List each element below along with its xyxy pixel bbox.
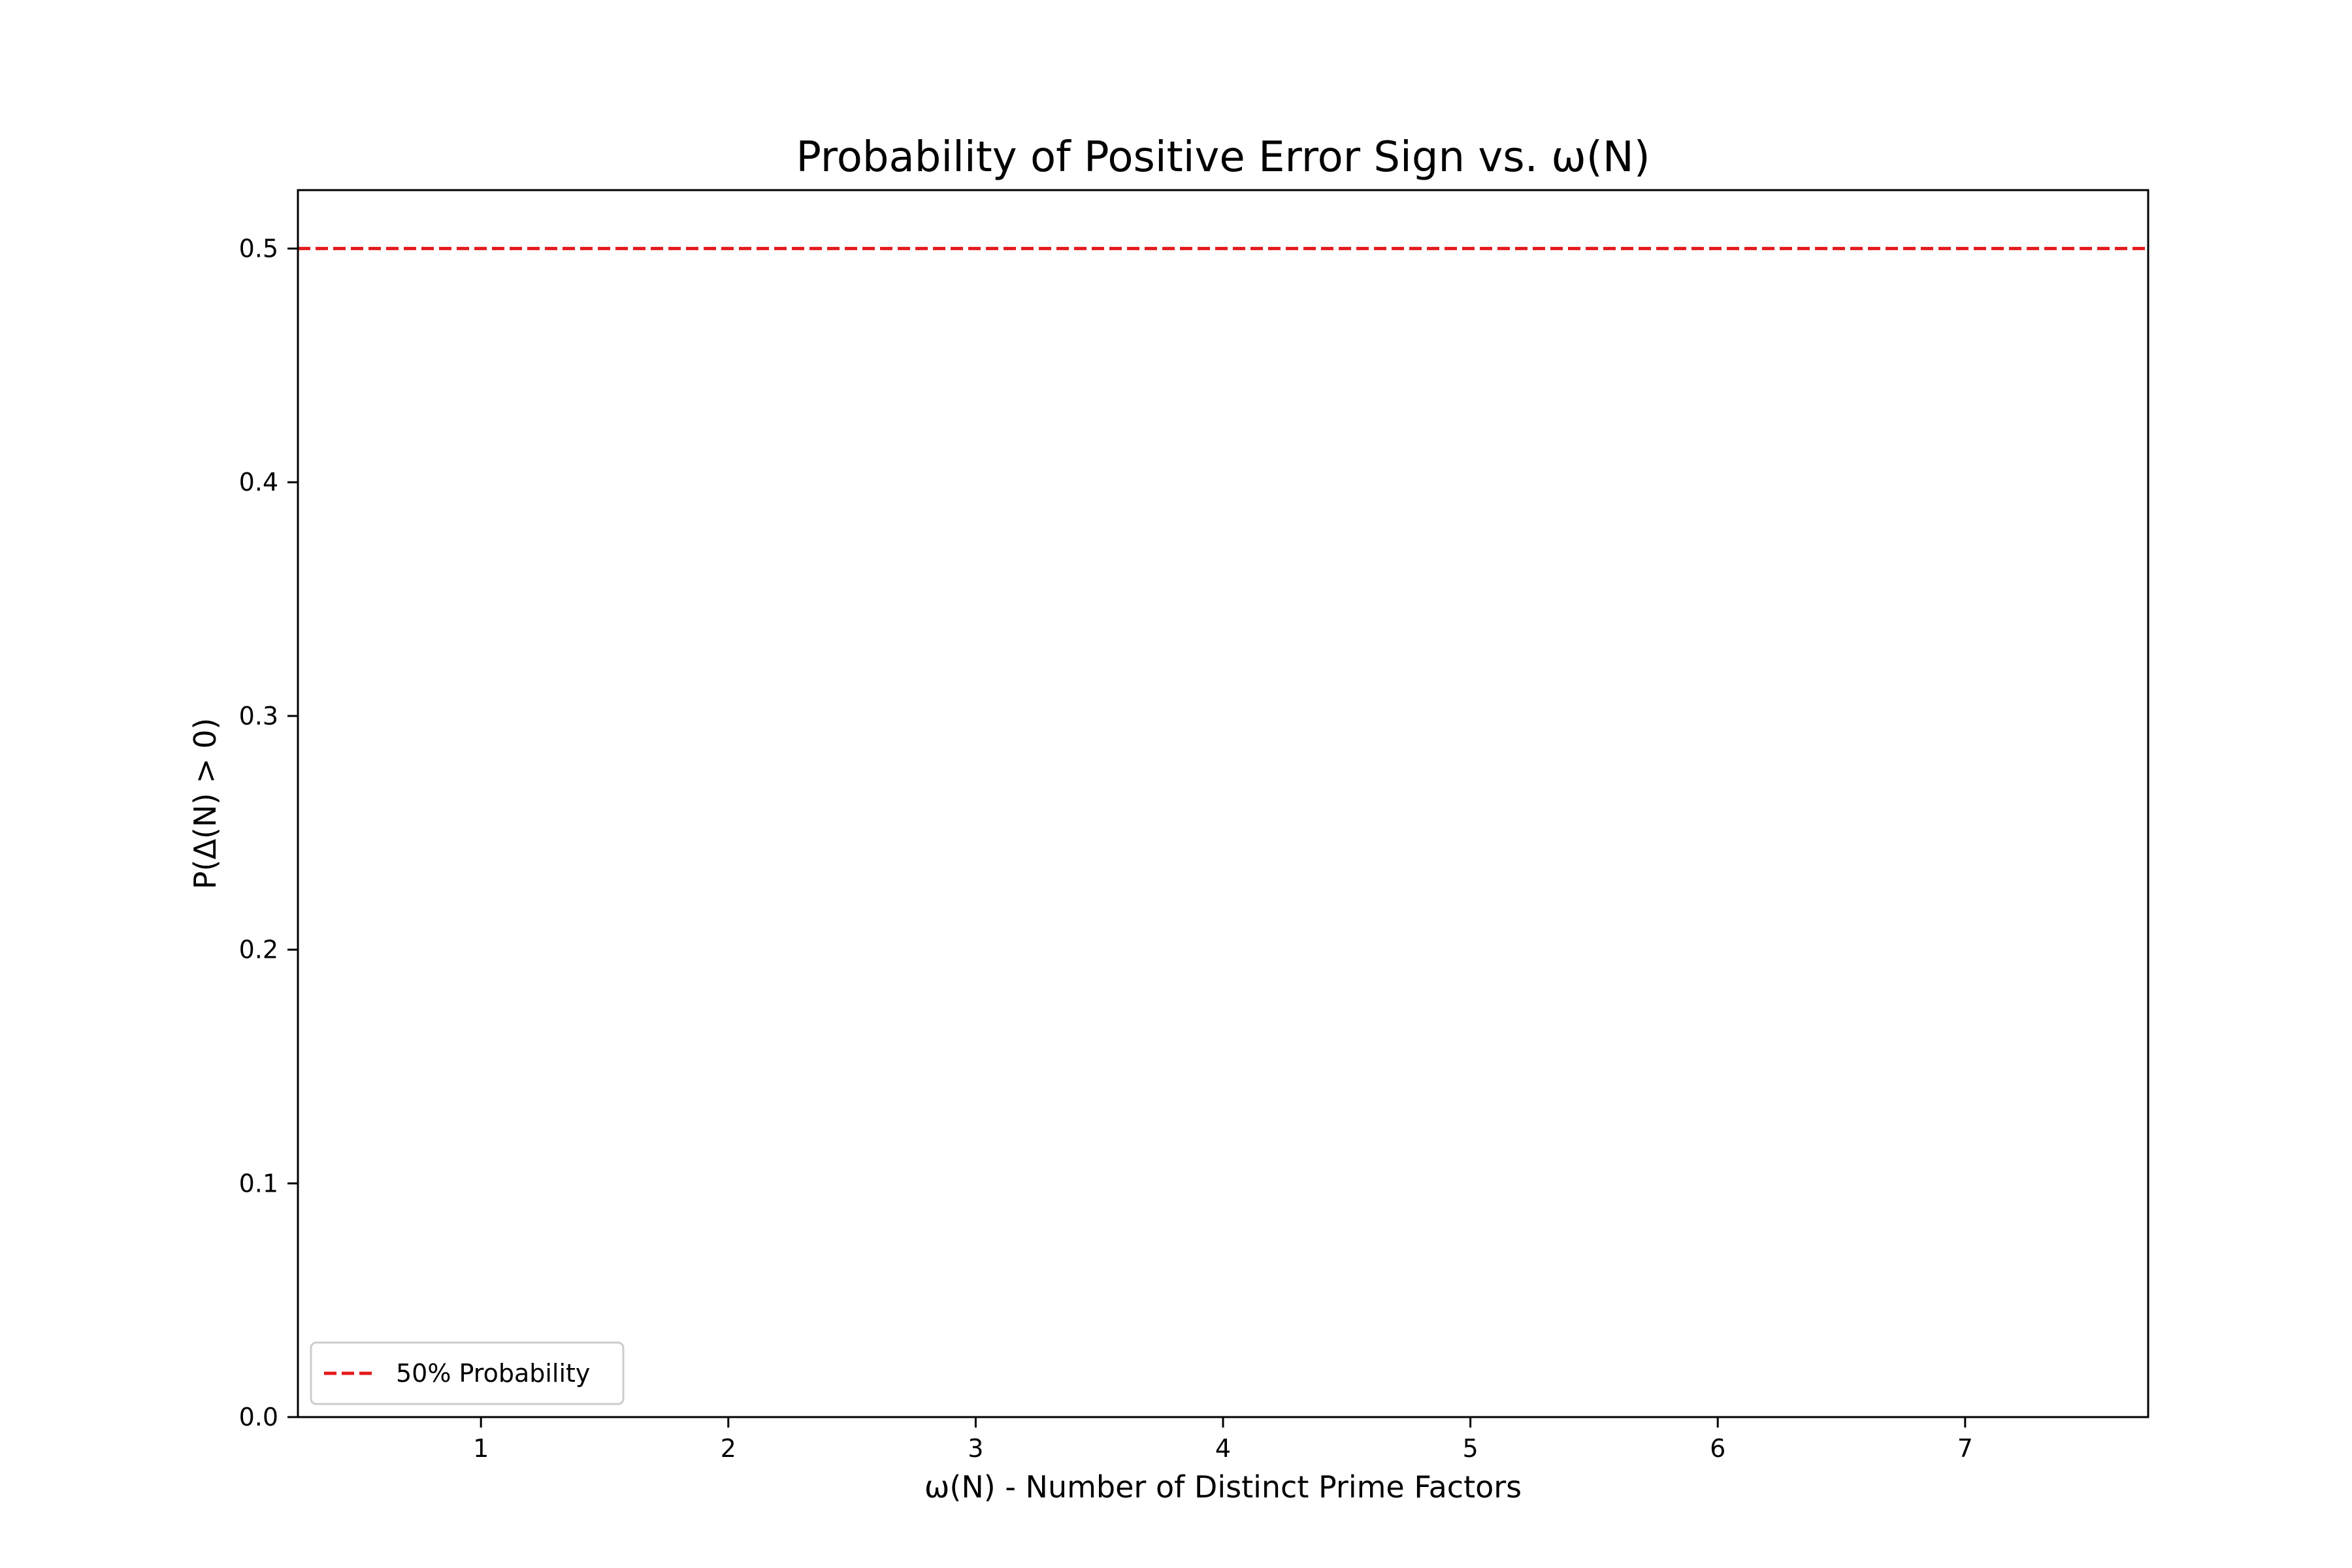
x-axis-label: ω(N) - Number of Distinct Prime Factors xyxy=(924,1469,1522,1505)
y-axis-ticks: 0.0 0.1 0.2 0.3 0.4 0.5 xyxy=(239,234,298,1431)
y-tick-label: 0.4 xyxy=(239,468,278,497)
x-tick-label: 6 xyxy=(1710,1434,1725,1463)
x-tick-label: 5 xyxy=(1463,1434,1478,1463)
x-tick-label: 3 xyxy=(968,1434,983,1463)
legend: 50% Probability xyxy=(310,1341,625,1405)
y-tick-label: 0.1 xyxy=(239,1169,278,1198)
plot-area xyxy=(298,190,2148,1417)
y-axis-label: P(Δ(N) > 0) xyxy=(188,718,223,889)
y-tick-label: 0.0 xyxy=(239,1403,278,1431)
x-tick-label: 1 xyxy=(473,1434,489,1463)
y-tick-label: 0.2 xyxy=(239,936,278,964)
legend-box xyxy=(310,1341,625,1405)
y-tick-label: 0.3 xyxy=(239,702,278,730)
x-tick-label: 4 xyxy=(1215,1434,1231,1463)
y-tick-label: 0.5 xyxy=(239,234,278,263)
chart-title: Probability of Positive Error Sign vs. ω… xyxy=(796,133,1650,182)
legend-label: 50% Probability xyxy=(396,1359,590,1388)
x-tick-label: 2 xyxy=(721,1434,736,1463)
x-axis-ticks: 1 2 3 4 5 6 7 xyxy=(473,1417,1973,1463)
x-tick-label: 7 xyxy=(1957,1434,1973,1463)
